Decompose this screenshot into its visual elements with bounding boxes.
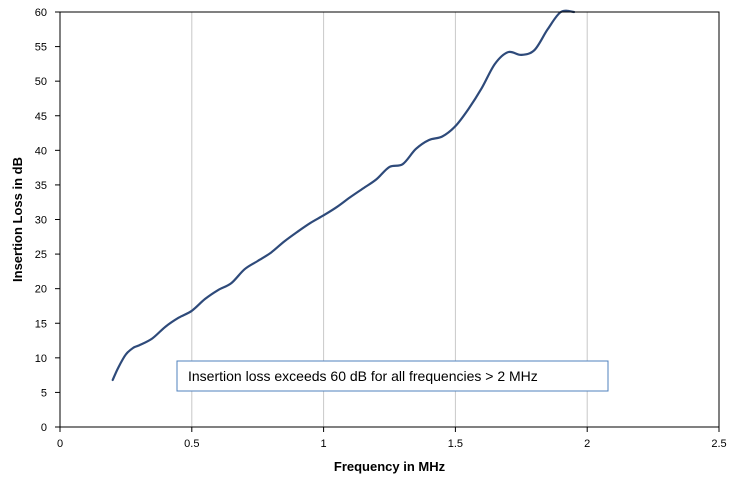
grid-lines [191,12,588,427]
y-tick-label: 45 [35,111,47,123]
y-tick-label: 35 [35,180,47,192]
y-tick-label: 15 [35,318,47,330]
y-axis-title: Insertion Loss in dB [10,157,25,282]
x-tick-label: 1.5 [448,438,463,450]
data-series-line [111,9,576,382]
y-tick-label: 10 [35,353,47,365]
y-tick-label: 60 [35,7,47,19]
annotation-text: Insertion loss exceeds 60 dB for all fre… [188,368,538,384]
annotation-border [176,360,609,392]
y-tick-label: 20 [35,284,47,296]
y-tick-label: 5 [41,387,47,399]
y-tick-label: 25 [35,249,47,261]
x-tick-label: 0 [57,438,63,450]
x-tick-label: 2.5 [711,438,726,450]
y-tick-label: 40 [35,145,47,157]
x-tick-label: 0.5 [184,438,199,450]
y-tick-label: 50 [35,76,47,88]
x-axis-title: Frequency in MHz [334,459,446,474]
y-tick-label: 30 [35,215,47,227]
x-tick-label: 2 [584,438,590,450]
annotation-box: Insertion loss exceeds 60 dB for all fre… [176,360,609,392]
y-tick-label: 0 [41,422,47,434]
x-tick-label: 1 [321,438,327,450]
series-layer [111,9,576,382]
axis-ticks: 0 0.5 1 1.5 2 2.5 0 5 10 15 20 25 30 35 40 45 50 55 60 [35,7,727,450]
y-tick-label: 55 [35,42,47,54]
